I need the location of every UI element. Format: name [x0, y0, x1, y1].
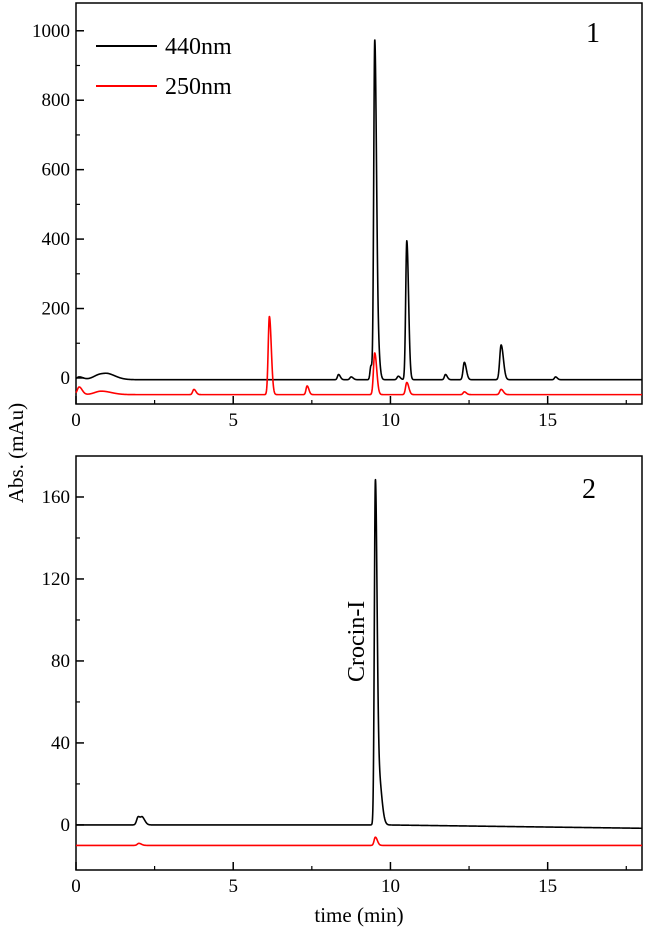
panel-1-frame	[75, 2, 643, 405]
panel-2-y-tick-label: 160	[42, 487, 71, 508]
panel-1-series-line-440nm	[75, 39, 643, 381]
panel-1: 0 5 10 15 0 200 400 600 800 1000 440nm 250nm 1	[32, 2, 643, 431]
legend-label-440nm: 440nm	[165, 34, 232, 60]
panel-1-ticks	[75, 30, 627, 404]
panel-2-series	[75, 478, 643, 847]
panel-1-tick-labels: 0 5 10 15 0 200 400 600 800 1000	[32, 21, 557, 431]
panel-1-x-tick-label: 0	[71, 410, 81, 431]
panel-1-x-tick-label: 10	[381, 410, 400, 431]
panel-1-y-tick-label: 600	[42, 160, 71, 181]
panel-1-x-tick-label: 15	[538, 410, 557, 431]
legend: 440nm 250nm	[96, 34, 232, 100]
panel-2-x-tick-label: 10	[381, 876, 400, 897]
panel-2-tick-labels: 0 5 10 15 0 40 80 120 160	[42, 487, 558, 897]
panel-2-y-tick-label: 40	[51, 733, 70, 754]
x-axis-title: time (min)	[314, 903, 403, 927]
panel-2: 0 5 10 15 0 40 80 120 160 2 Crocin-I	[42, 455, 643, 897]
panel-1-x-tick-label: 5	[228, 410, 238, 431]
panel-2-y-tick-label: 120	[42, 569, 71, 590]
panel-1-label: 1	[586, 18, 600, 49]
panel-2-x-tick-label: 0	[71, 876, 81, 897]
panel-2-series-line-trace-1	[75, 478, 643, 830]
panel-2-y-tick-label: 80	[51, 651, 70, 672]
panel-1-y-tick-label: 200	[42, 299, 71, 320]
panel-1-series	[75, 39, 643, 396]
legend-label-250nm: 250nm	[165, 74, 232, 100]
panel-1-y-tick-label: 0	[61, 368, 71, 389]
panel-2-ticks	[75, 496, 627, 870]
panel-1-y-tick-label: 800	[42, 90, 71, 111]
panel-2-y-tick-label: 0	[61, 815, 71, 836]
y-axis-title: Abs. (mAu)	[4, 403, 28, 503]
panel-1-y-tick-label: 400	[42, 229, 71, 250]
panel-1-series-line-250nm	[75, 315, 643, 396]
panel-2-series-line-trace-2	[75, 836, 643, 847]
panel-2-x-tick-label: 5	[228, 876, 238, 897]
panel-1-y-tick-label: 1000	[32, 21, 70, 42]
panel-2-x-tick-label: 15	[538, 876, 557, 897]
panel-2-label: 2	[582, 474, 596, 505]
crocin-i-annotation: Crocin-I	[344, 601, 370, 682]
panel-2-frame	[75, 455, 643, 871]
